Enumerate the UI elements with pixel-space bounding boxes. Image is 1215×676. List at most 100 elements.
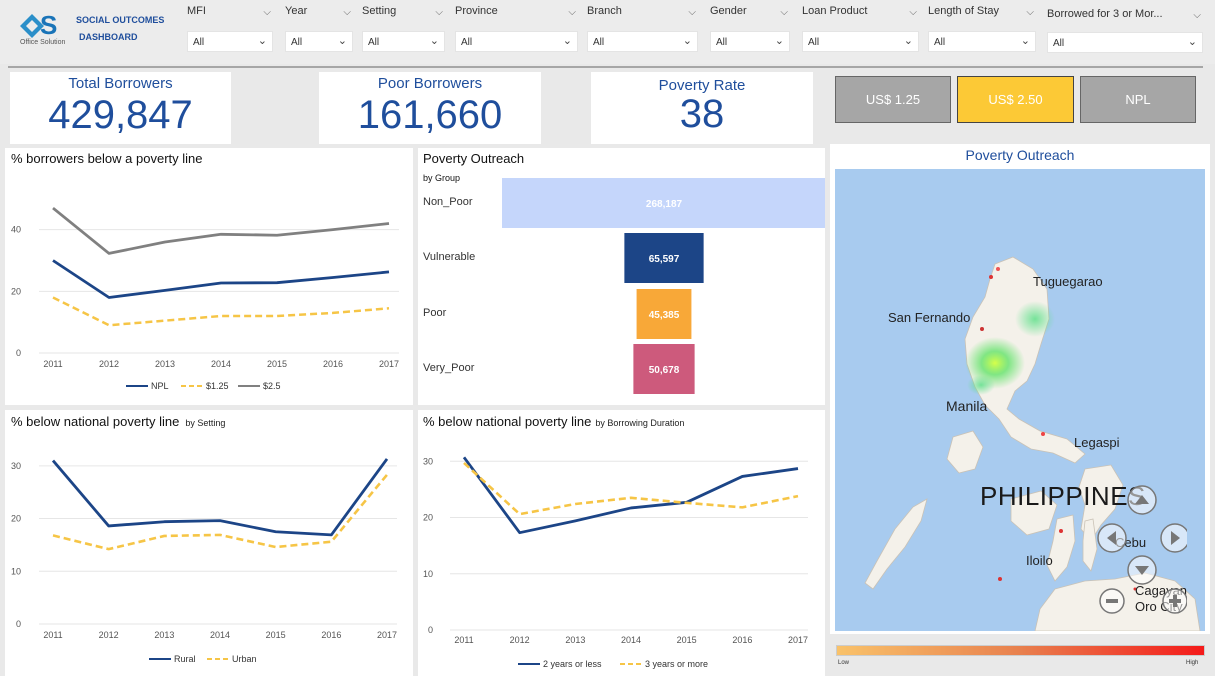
chart-subtitle: by Borrowing Duration: [595, 418, 685, 428]
chevron-down-icon[interactable]: ⌵: [435, 7, 443, 18]
chevron-down-icon[interactable]: ⌵: [909, 7, 917, 18]
x-tick-label: 2016: [321, 630, 341, 640]
x-tick-label: 2017: [788, 635, 808, 645]
x-tick-label: 2011: [43, 630, 62, 640]
map-label-iloilo: Iloilo: [1026, 553, 1053, 568]
chevron-down-icon[interactable]: ⌵: [688, 7, 696, 18]
x-tick-label: 2015: [266, 630, 286, 640]
funnel-bar-poor: [636, 289, 692, 339]
x-tick-label: 2011: [454, 635, 473, 645]
chevron-down-icon[interactable]: ⌵: [780, 7, 788, 18]
legend-label-3-years-or-more: 3 years or more: [645, 659, 708, 669]
kpi-label: Poverty Rate: [658, 77, 746, 94]
dropdown-arrow-icon[interactable]: ⌄: [257, 35, 267, 47]
slicer-value: All: [716, 37, 728, 48]
poverty-map[interactable]: Tuguegarao San Fernando Manila Legaspi P…: [835, 169, 1205, 631]
dropdown-arrow-icon[interactable]: ⌄: [903, 35, 913, 47]
pan-down-icon[interactable]: [1127, 555, 1157, 585]
dropdown-arrow-icon[interactable]: ⌄: [337, 35, 347, 47]
logo-subtext: Office Solution: [20, 39, 66, 46]
slicer-loan-product[interactable]: Loan Product ⌵ All ⌄: [802, 5, 919, 53]
slicer-province[interactable]: Province ⌵ All ⌄: [455, 5, 578, 53]
y-tick-label: 0: [16, 348, 21, 358]
slicer-label: Province: [455, 5, 498, 17]
funnel-bar-very-poor: [633, 344, 695, 394]
slicer-dropdown[interactable]: All ⌄: [187, 31, 273, 52]
legend-label-npl: NPL: [151, 381, 169, 391]
slicer-year[interactable]: Year ⌵ All ⌄: [285, 5, 353, 53]
slicer-branch[interactable]: Branch ⌵ All ⌄: [587, 5, 698, 53]
chart-panel-poverty-outreach: Poverty Outreach by Group 268,187 Non_Poo…: [418, 148, 826, 405]
usd-125-button[interactable]: US$ 1.25: [835, 76, 951, 123]
map-label-tuguegarao: Tuguegarao: [1033, 274, 1103, 289]
usd-250-button[interactable]: US$ 2.50: [957, 76, 1074, 123]
x-tick-label: 2016: [323, 359, 343, 369]
slicer-dropdown[interactable]: All ⌄: [362, 31, 445, 52]
x-tick-label: 2015: [267, 359, 287, 369]
x-tick-label: 2017: [377, 630, 397, 640]
slicer-dropdown[interactable]: All ⌄: [285, 31, 353, 52]
map-label-san-fernando: San Fernando: [888, 310, 971, 325]
chart-panel-by-setting: % below national poverty line by Setting …: [5, 410, 413, 676]
slicer-gender[interactable]: Gender ⌵ All ⌄: [710, 5, 790, 53]
slicer-value: All: [808, 37, 820, 48]
x-tick-label: 2017: [379, 359, 399, 369]
funnel-value-label: 50,678: [649, 365, 680, 376]
legend-label-urban: Urban: [232, 654, 257, 664]
slicer-value: All: [1053, 38, 1065, 49]
dropdown-arrow-icon[interactable]: ⌄: [1187, 36, 1197, 48]
slicer-mfi[interactable]: MFI ⌵ All ⌄: [187, 5, 273, 53]
slicer-value: All: [193, 37, 205, 48]
y-tick-label: 10: [11, 566, 21, 576]
kpi-total-borrowers: Total Borrowers 429,847: [10, 72, 231, 144]
slicer-dropdown[interactable]: All ⌄: [928, 31, 1036, 52]
slicer-dropdown[interactable]: All ⌄: [802, 31, 919, 52]
dropdown-arrow-icon[interactable]: ⌄: [1020, 35, 1030, 47]
x-tick-label: 2013: [565, 635, 585, 645]
chevron-down-icon[interactable]: ⌵: [343, 7, 351, 18]
chevron-down-icon[interactable]: ⌵: [1026, 7, 1034, 18]
funnel-value-label: 268,187: [646, 199, 683, 210]
slicer-label: Setting: [362, 5, 397, 17]
slicer-dropdown[interactable]: All ⌄: [455, 31, 578, 52]
chart-title: % borrowers below a poverty line: [11, 151, 203, 166]
slicer-setting[interactable]: Setting ⌵ All ⌄: [362, 5, 445, 53]
chart-title-text: % below national poverty line: [423, 414, 592, 429]
slicer-label: Length of Stay: [928, 5, 999, 17]
map-label-philippines: PHILIPPINES: [980, 481, 1146, 511]
line-chart-by-duration: 0 10 20 30 2011 2012 2013 2014 2015 2016 2017 2 yea…: [423, 456, 808, 669]
map-label-legaspi: Legaspi: [1074, 435, 1120, 450]
series-line-rural: [51, 458, 389, 537]
chevron-down-icon[interactable]: ⌵: [1193, 10, 1201, 21]
kpi-value: 161,660: [357, 93, 503, 137]
y-tick-label: 30: [11, 461, 21, 471]
chart-subtitle: by Group: [423, 173, 461, 183]
zoom-in-icon[interactable]: [1162, 588, 1187, 614]
legend-label-2-years-or-less: 2 years or less: [543, 659, 602, 669]
x-tick-label: 2012: [99, 630, 119, 640]
slicer-borrowed-3-or-more[interactable]: Borrowed for 3 or Mor... ⌵ All ⌄: [1047, 8, 1203, 56]
chart-panel-by-duration: % below national poverty line by Borrowin…: [418, 410, 825, 676]
funnel-category-label: Non_Poor: [423, 196, 473, 208]
x-tick-label: 2015: [677, 635, 697, 645]
slicer-length-of-stay[interactable]: Length of Stay ⌵ All ⌄: [928, 5, 1036, 53]
dropdown-arrow-icon[interactable]: ⌄: [774, 35, 784, 47]
y-tick-label: 10: [423, 569, 433, 579]
chart-title-text: % below national poverty line: [11, 414, 180, 429]
x-tick-label: 2012: [99, 359, 119, 369]
chevron-down-icon[interactable]: ⌵: [568, 7, 576, 18]
zoom-out-icon[interactable]: [1099, 588, 1125, 614]
slicer-dropdown[interactable]: All ⌄: [1047, 32, 1203, 53]
dashboard-title-line2: DASHBOARD: [79, 32, 138, 42]
slicer-dropdown[interactable]: All ⌄: [587, 31, 698, 52]
dropdown-arrow-icon[interactable]: ⌄: [429, 35, 439, 47]
pan-right-icon[interactable]: [1160, 523, 1187, 553]
pan-left-icon[interactable]: [1097, 523, 1127, 553]
slicer-dropdown[interactable]: All ⌄: [710, 31, 790, 52]
dropdown-arrow-icon[interactable]: ⌄: [562, 35, 572, 47]
npl-button[interactable]: NPL: [1080, 76, 1196, 123]
chevron-down-icon[interactable]: ⌵: [263, 7, 271, 18]
dropdown-arrow-icon[interactable]: ⌄: [682, 35, 692, 47]
header-divider: [8, 66, 1203, 68]
pan-up-icon[interactable]: [1127, 485, 1157, 515]
